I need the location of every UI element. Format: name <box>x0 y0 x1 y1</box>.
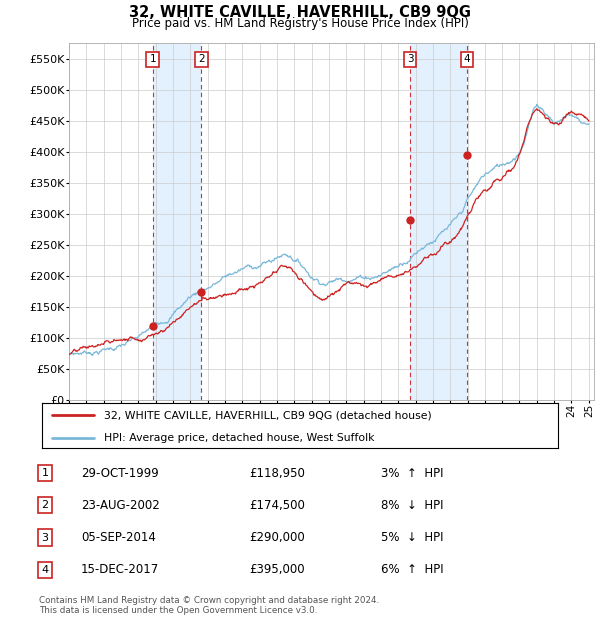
Text: Contains HM Land Registry data © Crown copyright and database right 2024.
This d: Contains HM Land Registry data © Crown c… <box>39 596 379 615</box>
Text: 29-OCT-1999: 29-OCT-1999 <box>81 467 159 479</box>
Text: 15-DEC-2017: 15-DEC-2017 <box>81 564 159 576</box>
Text: 05-SEP-2014: 05-SEP-2014 <box>81 531 156 544</box>
Text: 3%  ↑  HPI: 3% ↑ HPI <box>381 467 443 479</box>
Text: £174,500: £174,500 <box>249 499 305 511</box>
Text: 8%  ↓  HPI: 8% ↓ HPI <box>381 499 443 511</box>
Text: 4: 4 <box>41 565 49 575</box>
Text: 1: 1 <box>41 468 49 478</box>
Text: £395,000: £395,000 <box>249 564 305 576</box>
Bar <box>410 43 467 400</box>
Text: 3: 3 <box>41 533 49 542</box>
Text: Price paid vs. HM Land Registry's House Price Index (HPI): Price paid vs. HM Land Registry's House … <box>131 17 469 30</box>
Text: 3: 3 <box>407 55 413 64</box>
Text: 1: 1 <box>149 55 156 64</box>
Text: 5%  ↓  HPI: 5% ↓ HPI <box>381 531 443 544</box>
Text: HPI: Average price, detached house, West Suffolk: HPI: Average price, detached house, West… <box>104 433 374 443</box>
Text: 2: 2 <box>198 55 205 64</box>
Text: 32, WHITE CAVILLE, HAVERHILL, CB9 9QG: 32, WHITE CAVILLE, HAVERHILL, CB9 9QG <box>129 5 471 20</box>
Bar <box>152 43 202 400</box>
Text: 23-AUG-2002: 23-AUG-2002 <box>81 499 160 511</box>
Text: 4: 4 <box>464 55 470 64</box>
Text: 6%  ↑  HPI: 6% ↑ HPI <box>381 564 443 576</box>
Text: £290,000: £290,000 <box>249 531 305 544</box>
Text: £118,950: £118,950 <box>249 467 305 479</box>
Text: 32, WHITE CAVILLE, HAVERHILL, CB9 9QG (detached house): 32, WHITE CAVILLE, HAVERHILL, CB9 9QG (d… <box>104 410 431 420</box>
Text: 2: 2 <box>41 500 49 510</box>
